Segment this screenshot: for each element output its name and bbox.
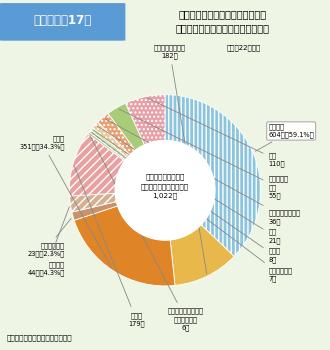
Wedge shape: [72, 202, 118, 220]
Wedge shape: [88, 132, 125, 161]
Text: 第１－１－17図: 第１－１－17図: [34, 14, 92, 28]
Text: 住宅火災の死に至った経過別死者
発生状況（放火自殺者等を除く。）: 住宅火災の死に至った経過別死者 発生状況（放火自殺者等を除く。）: [176, 9, 270, 33]
Text: （平成22年中）: （平成22年中）: [226, 45, 261, 51]
Wedge shape: [69, 134, 125, 196]
Text: 熟睡
110人: 熟睡 110人: [147, 98, 285, 167]
Circle shape: [115, 141, 215, 240]
Wedge shape: [70, 193, 116, 212]
Text: その他
179人: その他 179人: [74, 166, 145, 327]
Wedge shape: [108, 103, 145, 150]
Wedge shape: [89, 130, 126, 160]
Text: （備考）「火災報告」により作成: （備考）「火災報告」により作成: [7, 335, 72, 341]
Wedge shape: [98, 113, 135, 155]
Wedge shape: [125, 94, 165, 145]
Text: 泥酔
21人: 泥酔 21人: [98, 126, 281, 244]
Text: 逃げ遅れ
604人（59.1%）: 逃げ遅れ 604人（59.1%）: [255, 124, 314, 151]
Text: 住宅火災による死者
（放火自殺者等を除く）
1,022人: 住宅火災による死者 （放火自殺者等を除く） 1,022人: [141, 174, 189, 199]
Text: 病気・身体不自由
182人: 病気・身体不自由 182人: [154, 44, 207, 273]
Text: 乳幼児
8人: 乳幼児 8人: [94, 131, 280, 263]
FancyBboxPatch shape: [0, 3, 125, 41]
Wedge shape: [91, 128, 127, 159]
Wedge shape: [170, 225, 234, 286]
Text: 延焼拡大が
早く
55人: 延焼拡大が 早く 55人: [119, 109, 288, 199]
Text: 消火しようとして
36人: 消火しようとして 36人: [105, 119, 300, 225]
Text: 出火後再進入
23人（2.3%）: 出火後再進入 23人（2.3%）: [27, 218, 71, 257]
Wedge shape: [165, 94, 261, 257]
Text: 持ち出し品・服装に
気をとられて
6人: 持ち出し品・服装に 気をとられて 6人: [90, 135, 204, 331]
Text: ろうばいして
7人: ろうばいして 7人: [92, 133, 292, 282]
Text: 着衣着火
44人（4.3%）: 着衣着火 44人（4.3%）: [27, 207, 69, 276]
Wedge shape: [93, 122, 130, 158]
Wedge shape: [74, 206, 175, 286]
Text: その他
351人（34.3%）: その他 351人（34.3%）: [19, 135, 112, 268]
